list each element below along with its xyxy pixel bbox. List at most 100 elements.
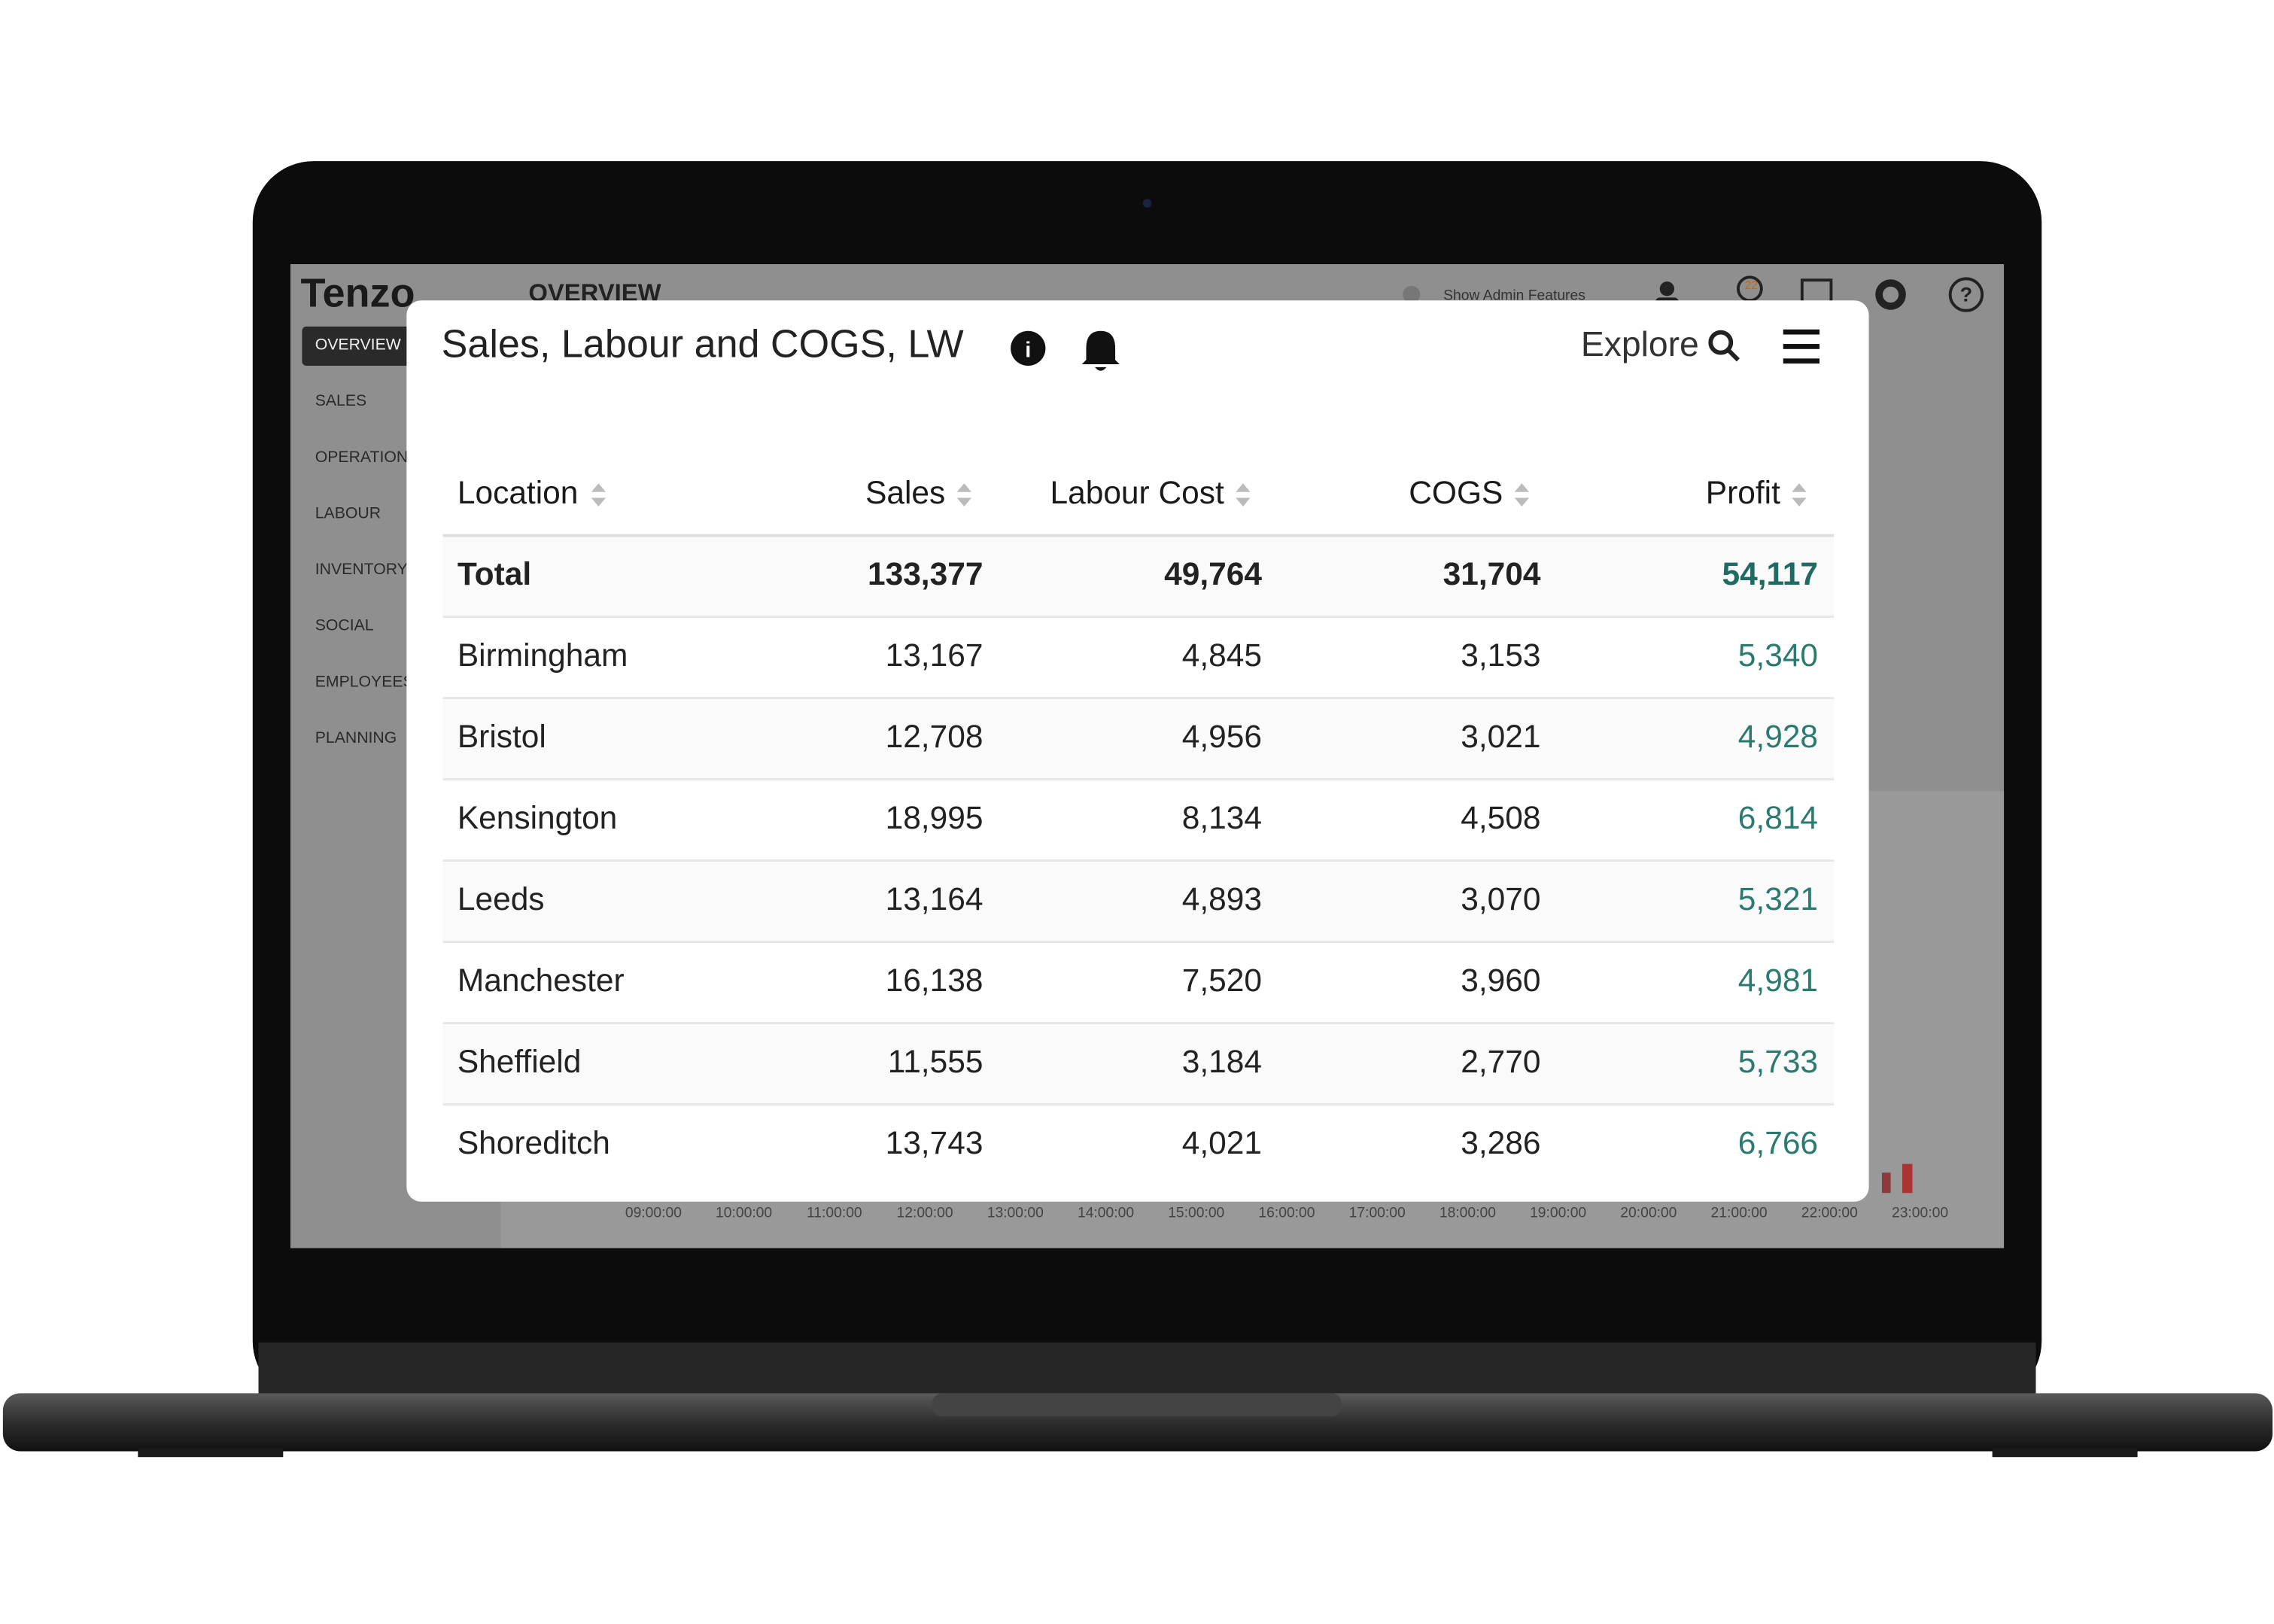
- background-layer: OVERVIEW SALES OPERATION LABOUR INVENTORY SOC…: [302, 326, 1948, 1221]
- value-cell: 6,766: [1738, 1125, 1818, 1160]
- explore-link[interactable]: Explore: [1581, 324, 1699, 363]
- search-icon: [1726, 348, 1740, 362]
- location-cell: Manchester: [458, 963, 625, 998]
- column-header[interactable]: Profit: [1706, 475, 1780, 510]
- nav-item[interactable]: EMPLOYEES: [315, 673, 414, 690]
- value-cell: 13,167: [886, 637, 983, 673]
- value-cell: 31,704: [1443, 556, 1541, 592]
- value-cell: 4,508: [1461, 800, 1540, 835]
- value-cell: 4,928: [1738, 719, 1818, 754]
- value-cell: 7,520: [1182, 963, 1262, 998]
- location-cell: Birmingham: [458, 637, 628, 673]
- value-cell: 4,981: [1738, 963, 1818, 998]
- time-label: 14:00:00: [1078, 1205, 1134, 1221]
- value-cell: 2,770: [1461, 1044, 1540, 1079]
- menu-bar: [1783, 329, 1820, 335]
- location-cell: Leeds: [458, 881, 545, 917]
- toggle[interactable]: [1403, 285, 1421, 304]
- column-header[interactable]: Location: [458, 475, 579, 510]
- time-label: 19:00:00: [1530, 1205, 1586, 1221]
- nav-active: [302, 326, 418, 366]
- menu-icon[interactable]: [1783, 329, 1820, 364]
- location-cell: Sheffield: [458, 1044, 581, 1079]
- info-icon: i: [1025, 338, 1031, 362]
- time-label: 10:00:00: [716, 1205, 772, 1221]
- sort-icon[interactable]: [591, 483, 607, 507]
- value-cell: 12,708: [886, 719, 983, 754]
- laptop-base: [2, 1393, 2273, 1452]
- time-label: 09:00:00: [625, 1205, 682, 1221]
- widget-title: Sales, Labour and COGS, LW: [442, 323, 964, 366]
- time-label: 15:00:00: [1168, 1205, 1224, 1221]
- time-label: 12:00:00: [897, 1205, 953, 1221]
- nav-item[interactable]: SOCIAL: [315, 617, 374, 634]
- value-cell: 3,153: [1461, 637, 1540, 673]
- value-cell: 5,321: [1738, 881, 1818, 917]
- time-label: 16:00:00: [1258, 1205, 1315, 1221]
- row-background: [442, 943, 1835, 1023]
- sort-icon[interactable]: [956, 483, 972, 507]
- time-label: 23:00:00: [1892, 1205, 1948, 1221]
- value-cell: 13,743: [886, 1125, 983, 1160]
- row-background: [442, 780, 1835, 861]
- nav-item[interactable]: PLANNING: [315, 729, 397, 747]
- logo: Tenzo: [300, 271, 415, 316]
- bell-icon[interactable]: [1081, 330, 1120, 371]
- time-label: 20:00:00: [1620, 1205, 1677, 1221]
- nav-item[interactable]: LABOUR: [315, 504, 381, 522]
- search-icon[interactable]: [1708, 330, 1734, 355]
- help-icon[interactable]: [1948, 277, 1984, 312]
- row-background: [442, 699, 1835, 780]
- sort-icon[interactable]: [1792, 483, 1807, 507]
- value-cell: 6,814: [1738, 800, 1818, 835]
- value-cell: 18,995: [886, 800, 983, 835]
- nav-item[interactable]: INVENTORY: [315, 561, 408, 578]
- column-header[interactable]: Labour Cost: [1050, 475, 1224, 510]
- value-cell: 8,134: [1182, 800, 1262, 835]
- value-cell: 3,021: [1461, 719, 1540, 754]
- user-icon[interactable]: [1659, 281, 1675, 297]
- row-background: [442, 618, 1835, 698]
- sort-icon[interactable]: [1236, 483, 1251, 507]
- nav-item[interactable]: SALES: [315, 392, 366, 409]
- row-background: [442, 1105, 1835, 1169]
- foot: [138, 1448, 284, 1458]
- foot: [1992, 1448, 2138, 1458]
- row-background: [442, 862, 1835, 942]
- location-cell: Bristol: [458, 719, 546, 754]
- time-label: 17:00:00: [1349, 1205, 1406, 1221]
- time-label: 22:00:00: [1801, 1205, 1858, 1221]
- value-cell: 4,956: [1182, 719, 1262, 754]
- sort-icon[interactable]: [1514, 483, 1530, 507]
- value-cell: 3,286: [1461, 1125, 1540, 1160]
- row-background: [442, 1024, 1835, 1105]
- value-cell: 3,070: [1461, 881, 1540, 917]
- lid-hinge: [258, 1342, 2036, 1398]
- info-icon[interactable]: [1011, 330, 1046, 366]
- admin-toggle[interactable]: Show Admin Features: [1443, 288, 1585, 304]
- value-cell: 3,184: [1182, 1044, 1262, 1079]
- chart-sliver: [1902, 1163, 1913, 1194]
- time-label: 11:00:00: [807, 1205, 862, 1221]
- value-cell: 4,845: [1182, 637, 1262, 673]
- column-header[interactable]: Sales: [865, 475, 945, 510]
- chart-sliver: [1881, 1172, 1891, 1194]
- column-header[interactable]: COGS: [1409, 475, 1503, 510]
- menu-bar: [1783, 344, 1820, 349]
- table: Location Sales Labour Cost COGS Profit Total 1…: [442, 475, 1835, 1169]
- badge: 22: [1745, 279, 1758, 292]
- value-cell: 49,764: [1164, 556, 1262, 592]
- value-cell: 3,960: [1461, 963, 1540, 998]
- location-cell: Shoreditch: [458, 1125, 610, 1160]
- nav-item[interactable]: OPERATION: [315, 449, 408, 466]
- location-cell: Total: [458, 556, 531, 592]
- location-cell: Kensington: [458, 800, 617, 835]
- value-cell: 16,138: [886, 963, 983, 998]
- value-cell: 54,117: [1722, 556, 1819, 592]
- nav-item[interactable]: OVERVIEW: [315, 336, 401, 354]
- camera: [1142, 199, 1152, 208]
- help-icon: ?: [1960, 284, 1973, 306]
- settings-icon[interactable]: [1875, 279, 1906, 310]
- value-cell: 4,893: [1182, 881, 1262, 917]
